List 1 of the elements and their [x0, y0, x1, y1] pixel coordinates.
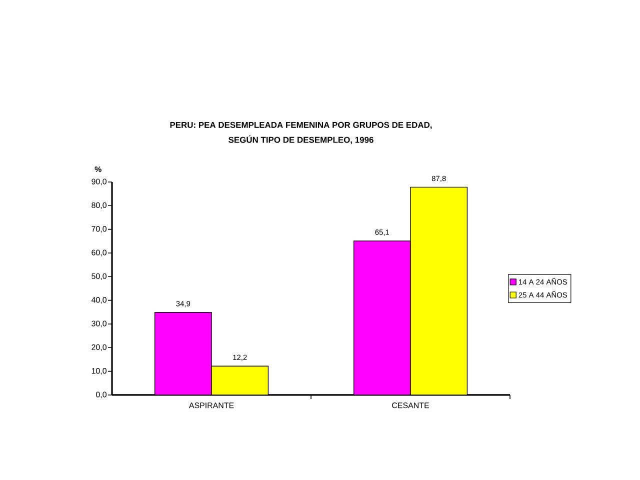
- chart-title: PERU: PEA DESEMPLEADA FEMENINA POR GRUPOS DE EDAD, SEGÚN TIPO DE DESEMPLEO, 1996: [170, 122, 432, 144]
